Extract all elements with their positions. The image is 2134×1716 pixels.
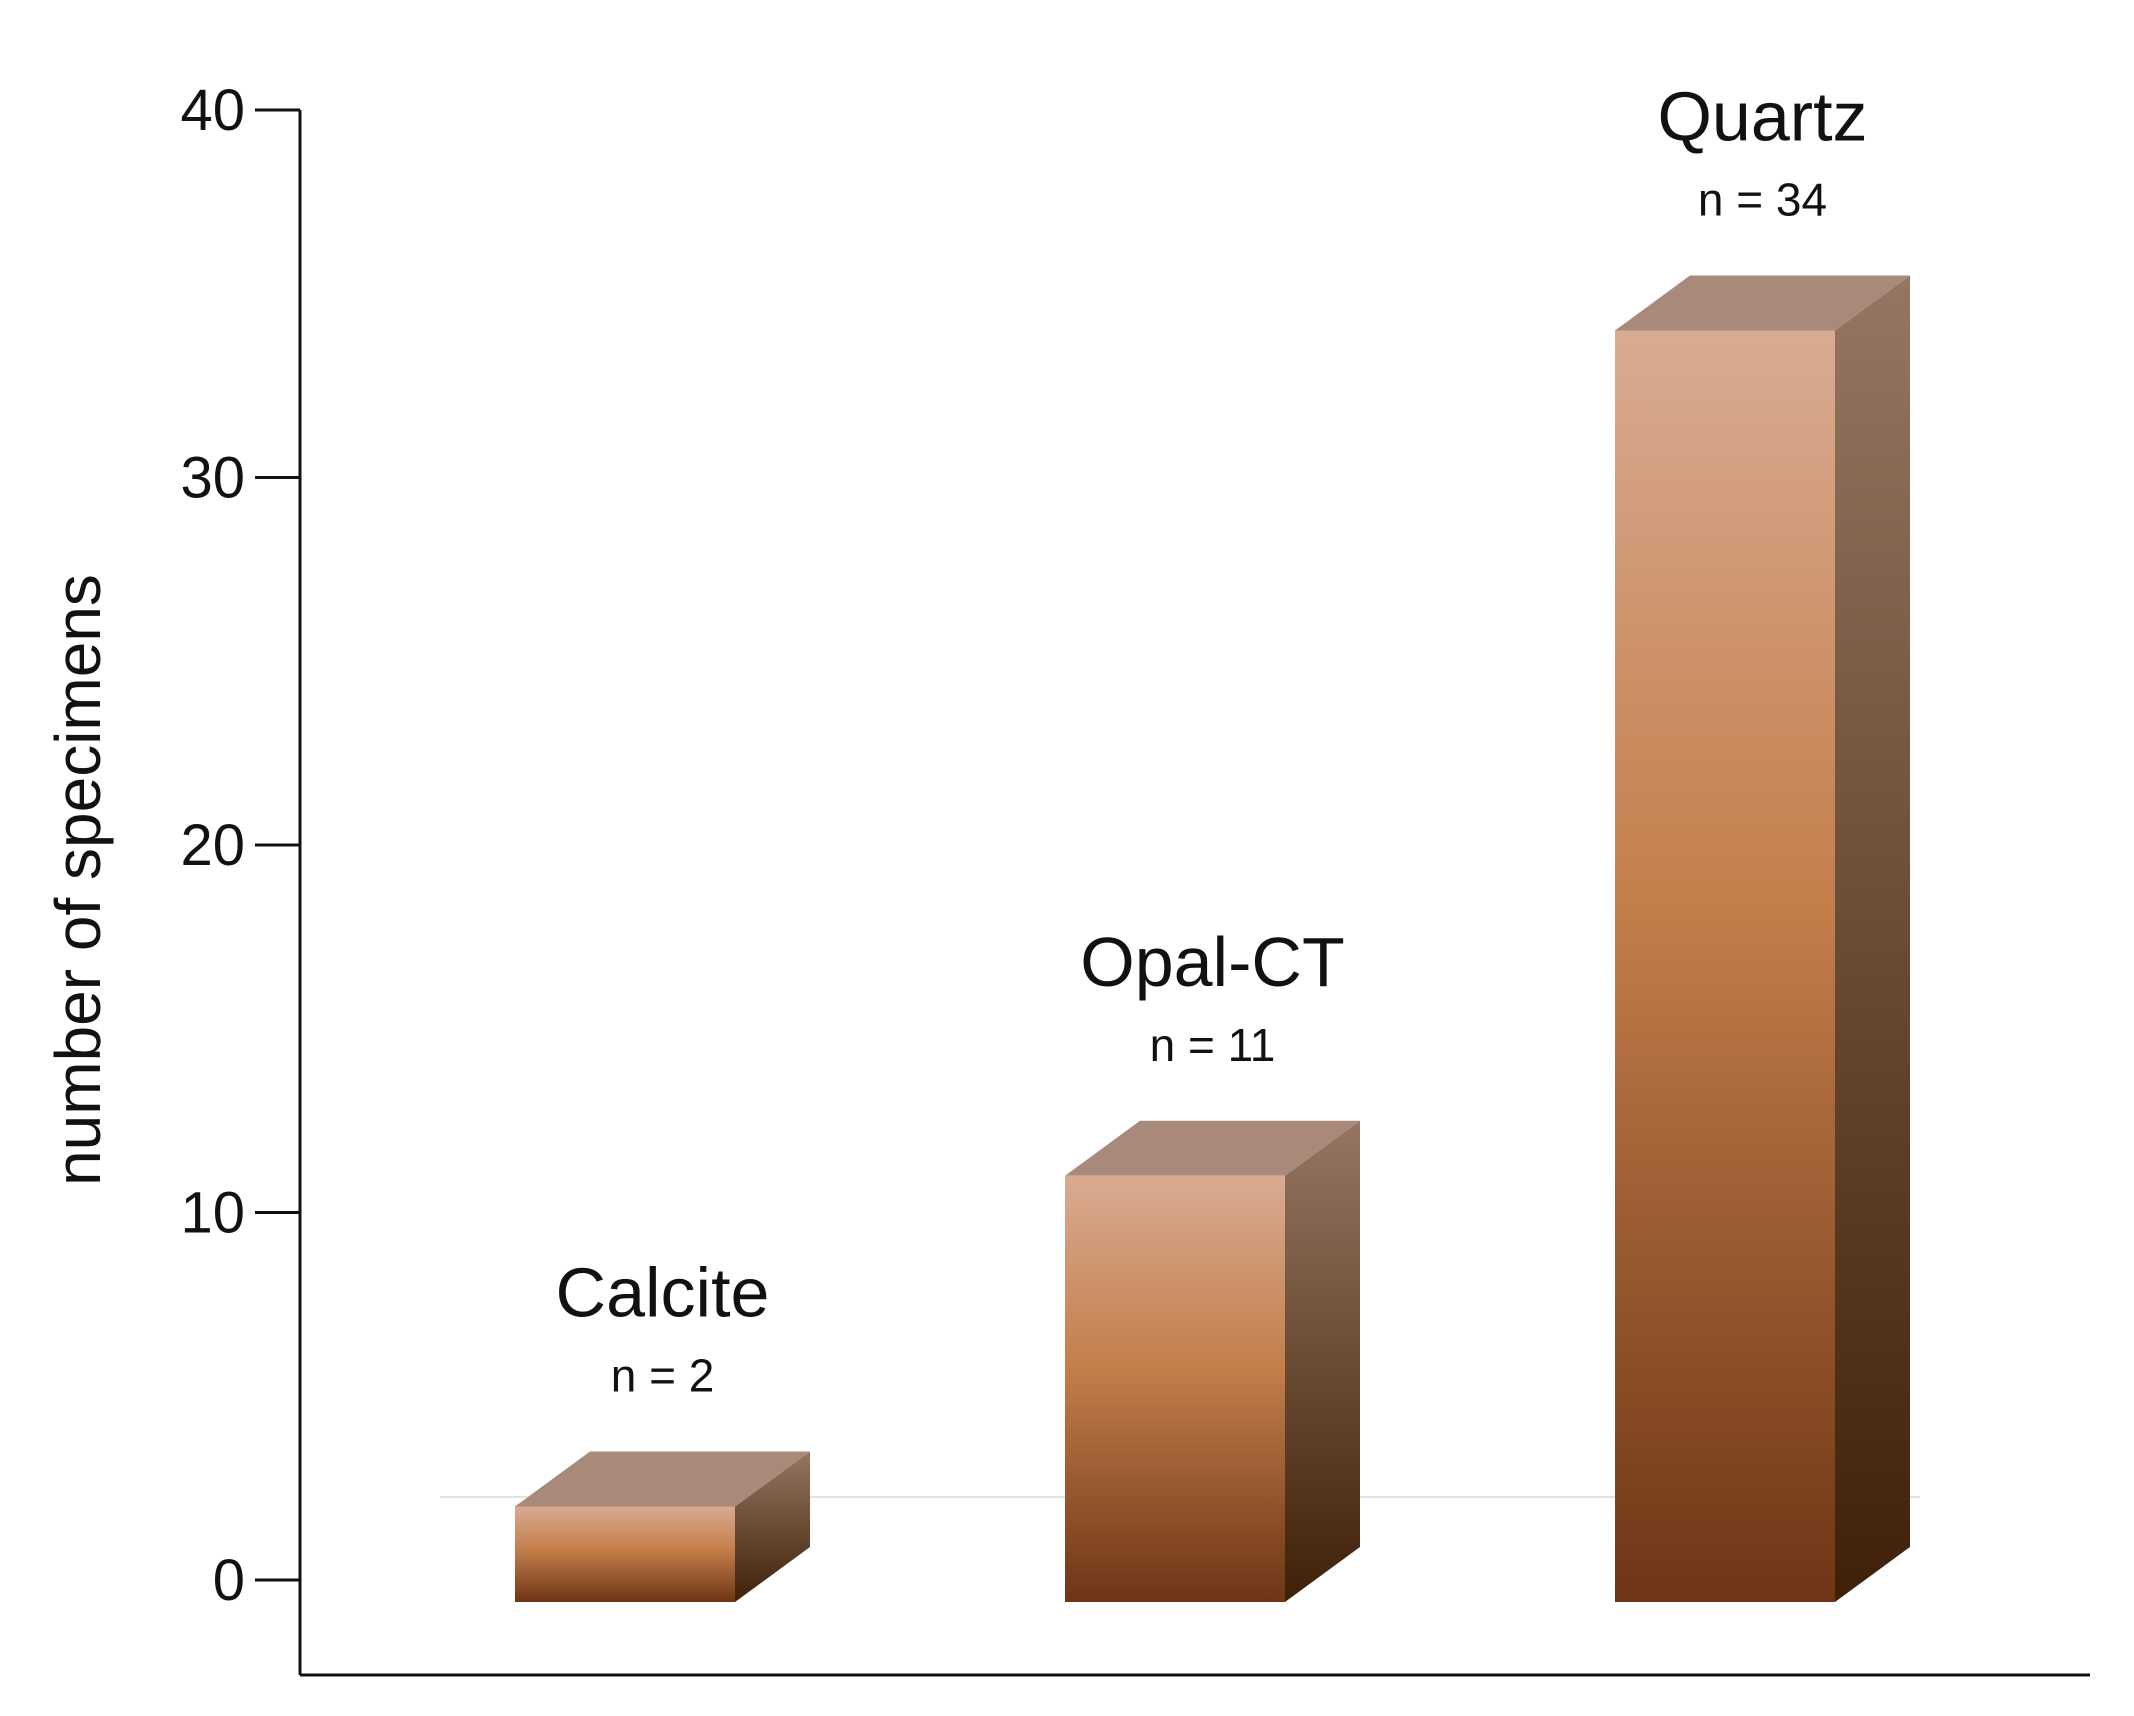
data-label-quartz: n = 34 [1698,174,1827,226]
y-tick-label-40: 40 [180,78,245,143]
bar-top-calcite [515,1451,810,1507]
y-tick-label-10: 10 [180,1181,245,1246]
data-label-opal-ct: n = 11 [1150,1019,1276,1071]
bar-side-calcite [735,1451,810,1602]
bar-top-quartz [1615,275,1910,331]
y-tick-label-30: 30 [180,446,245,511]
data-label-calcite: n = 2 [611,1350,715,1402]
y-axis-ticks: 0 10 20 30 40 [180,78,300,1613]
y-tick-label-20: 20 [180,813,245,878]
bar-top-opal-ct [1065,1120,1360,1176]
y-tick-label-0: 0 [213,1548,245,1613]
bar-calcite [515,1506,735,1602]
category-label-quartz: Quartz [1657,78,1867,156]
bar-labels: n = 2 Calcite n = 11 Opal-CT n = 34 Quartz [556,78,1868,1402]
category-label-opal-ct: Opal-CT [1080,923,1344,1001]
bar-quartz [1615,330,1835,1602]
bar-side-opal-ct [1285,1120,1360,1602]
bar-side-quartz [1835,275,1910,1602]
category-label-calcite: Calcite [556,1254,770,1332]
y-axis-title: number of specimens [42,574,114,1186]
bars [515,275,1910,1602]
bar-opal-ct [1065,1175,1285,1602]
